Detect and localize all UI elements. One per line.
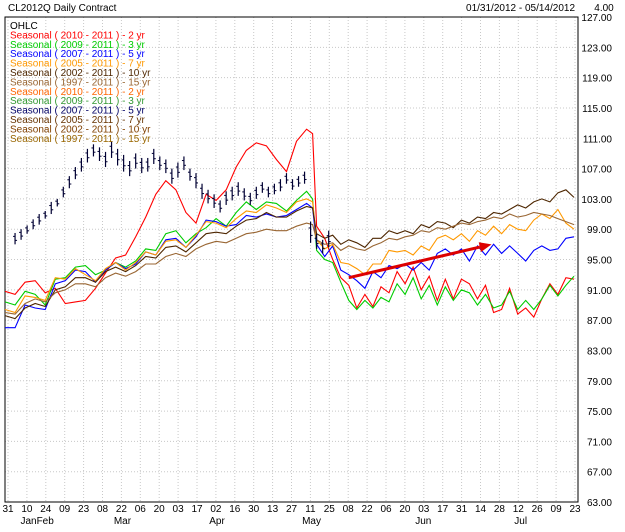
x-tick-label: 30: [248, 504, 260, 515]
x-tick-label: 03: [173, 504, 185, 515]
x-tick-label: 26: [532, 504, 544, 515]
y-tick-label: 71.00: [587, 437, 612, 448]
x-month-label: Jun: [415, 516, 431, 527]
x-tick-label: 25: [324, 504, 336, 515]
legend-entry: Seasonal ( 1997 - 2011 ) - 15 yr: [10, 77, 151, 88]
x-tick-label: 23: [78, 504, 90, 515]
plot-frame: [4, 16, 579, 503]
x-tick-label: 14: [475, 504, 487, 515]
legend-entry: Seasonal ( 2005 - 2011 ) - 7 yr: [10, 59, 146, 70]
x-tick-label: 03: [418, 504, 430, 515]
x-tick-label: 11: [305, 504, 316, 515]
x-tick-label: 06: [135, 504, 147, 515]
y-tick-label: 99.00: [587, 225, 612, 236]
legend-entry: OHLC: [10, 21, 38, 32]
ohlc-layer: [13, 141, 331, 254]
y-tick-label: 127.00: [581, 13, 612, 24]
series-line-5: [4, 189, 575, 320]
legend-entry: Seasonal ( 2007 - 2011 ) - 5 yr: [10, 49, 146, 60]
trend-arrow: [348, 242, 492, 280]
x-tick-label: 31: [456, 504, 468, 515]
y-tick-label: 103.00: [581, 195, 612, 206]
x-tick-label: 06: [380, 504, 392, 515]
x-tick-label: 23: [569, 504, 581, 515]
trend-arrow-head: [478, 242, 492, 252]
x-tick-label: 10: [21, 504, 33, 515]
y-tick-label: 123.00: [581, 43, 612, 54]
x-month-label: Apr: [209, 516, 225, 527]
x-tick-label: 17: [437, 504, 449, 515]
x-month-label: JanFeb: [20, 516, 54, 527]
legend-entry: Seasonal ( 2002 - 2011 ) - 10 yr: [10, 68, 151, 79]
y-tick-label: 67.00: [587, 468, 612, 479]
legend-entry: Seasonal ( 2009 - 2011 ) - 3 yr: [10, 40, 146, 51]
y-tick-label: 79.00: [587, 377, 612, 388]
x-tick-label: 17: [191, 504, 203, 515]
y-tick-label: 63.00: [587, 498, 612, 509]
y-tick-label: 115.00: [582, 104, 612, 115]
x-tick-label: 22: [362, 504, 374, 515]
legend-entry: Seasonal ( 2009 - 2011 ) - 3 yr: [10, 96, 146, 107]
y-tick-label: 119.00: [582, 74, 612, 85]
x-tick-label: 16: [229, 504, 241, 515]
x-tick-label: 20: [154, 504, 166, 515]
legend-entry: Seasonal ( 2010 - 2011 ) - 2 yr: [10, 87, 146, 98]
x-month-label: Jul: [514, 516, 527, 527]
y-tick-label: 95.00: [587, 256, 612, 267]
legend-entry: Seasonal ( 1997 - 2011 ) - 15 yr: [10, 134, 151, 145]
x-tick-label: 22: [116, 504, 128, 515]
chart-title: CL2012Q Daily Contract: [8, 3, 117, 14]
x-month-label: Mar: [114, 516, 132, 527]
legend-entry: Seasonal ( 2005 - 2011 ) - 7 yr: [10, 115, 146, 126]
y-tick-label: 75.00: [587, 407, 612, 418]
y-tick-label: 83.00: [587, 346, 612, 357]
x-tick-label: 27: [286, 504, 298, 515]
x-tick-label: 09: [551, 504, 563, 515]
x-tick-label: 09: [59, 504, 71, 515]
y-tick-label: 111.00: [583, 134, 613, 145]
x-tick-label: 24: [40, 504, 52, 515]
legend-entry: Seasonal ( 2010 - 2011 ) - 2 yr: [10, 30, 146, 41]
legend-entry: Seasonal ( 2007 - 2011 ) - 5 yr: [10, 106, 146, 117]
y-tick-label: 87.00: [587, 316, 612, 327]
scale-top: 4.00: [594, 3, 614, 14]
x-tick-label: 02: [210, 504, 222, 515]
series-line-1: [4, 128, 575, 319]
x-axis-ticks: 31 10 24 09 23 08 22 06 20 03 17 02 16 30 13 27 11 25 08 22…: [2, 504, 581, 527]
y-tick-label: 91.00: [587, 286, 612, 297]
x-tick-label: 13: [267, 504, 279, 515]
x-tick-label: 08: [97, 504, 109, 515]
date-range: 01/31/2012 - 05/14/2012: [466, 3, 575, 14]
trend-arrow-shaft: [348, 245, 481, 280]
y-tick-label: 107.00: [581, 165, 612, 176]
x-tick-label: 31: [2, 504, 14, 515]
x-tick-label: 28: [494, 504, 506, 515]
x-tick-label: 20: [399, 504, 411, 515]
x-month-label: May: [302, 516, 321, 527]
x-tick-label: 08: [343, 504, 355, 515]
x-tick-label: 12: [513, 504, 525, 515]
y-axis-ticks: 127.00 123.00 119.00 115.00 111.00 107.00 103.…: [581, 13, 612, 509]
legend-entry: Seasonal ( 2002 - 2011 ) - 10 yr: [10, 124, 151, 135]
